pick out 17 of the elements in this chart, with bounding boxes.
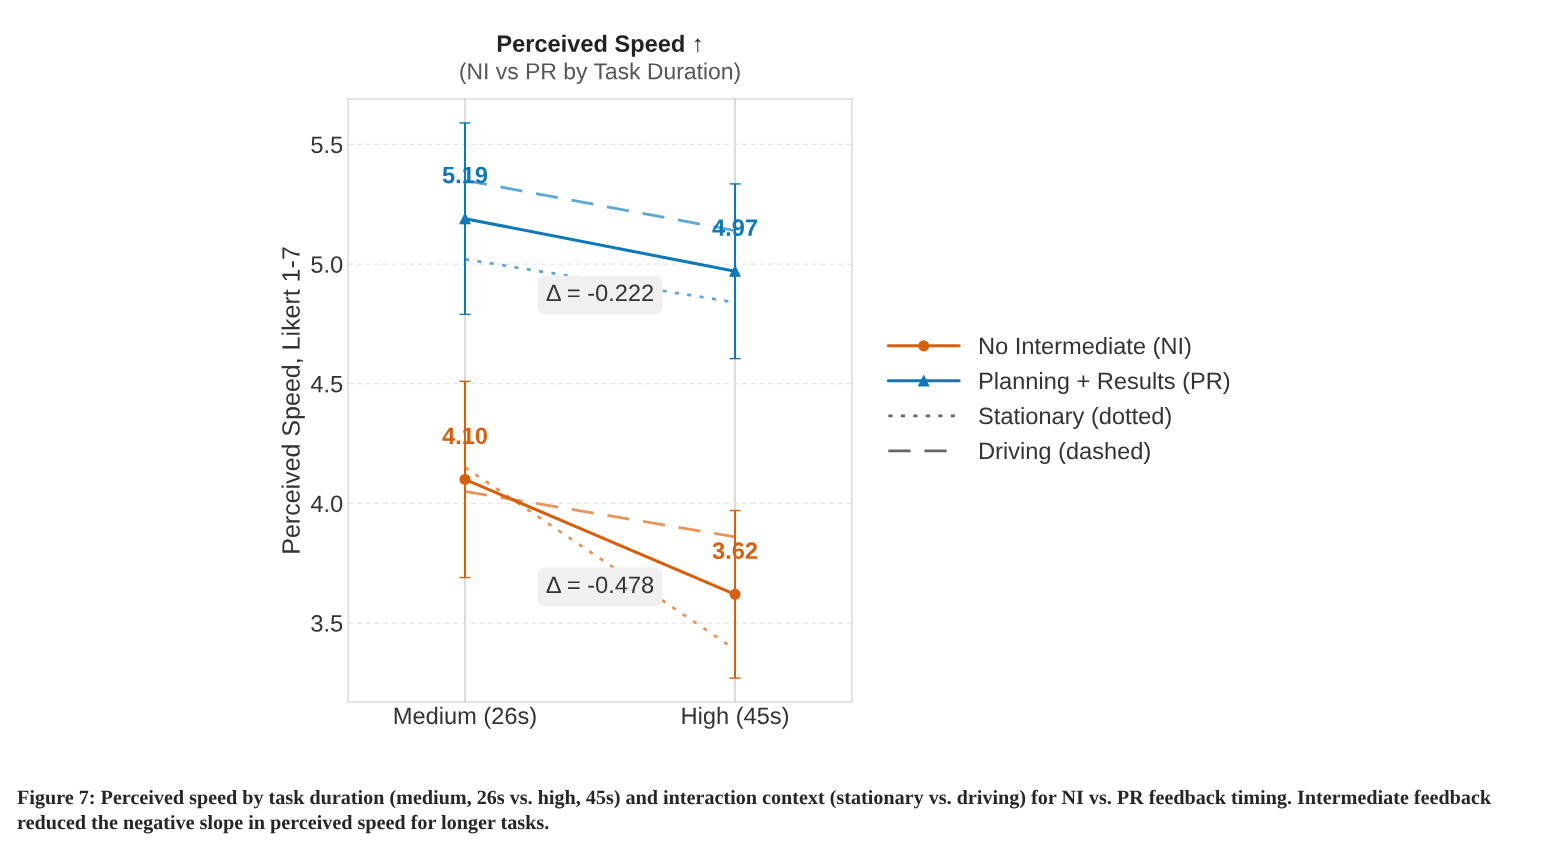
y-tick-label: 4.0 — [310, 495, 343, 513]
y-tick-label: 3.5 — [311, 615, 343, 632]
caption: Figure 7: Perceived speed by task duration (medium, 26s vs. high, 45s) and interaction context (stationary vs. driving) for NI vs. PR feedback timing. Intermediate feedback reduced the negative slope in perceived speed for longer tasks. — [17, 789, 1492, 834]
chart-title: Perceived Speed ↑ — [497, 34, 701, 57]
annotation: Δ = -0.478 — [546, 576, 654, 594]
y-tick-label: 4.5 — [310, 376, 343, 393]
legend-label: Driving (dashed) — [979, 441, 1150, 464]
chart-subtitle: (NI vs PR by Task Duration) — [460, 62, 740, 84]
y-tick-label: 5.5 — [311, 136, 343, 154]
annotation: Δ = -0.222 — [546, 284, 653, 302]
legend-label: Stationary (dotted) — [979, 406, 1171, 429]
y-axis-title: Perceived Speed, Likert 1-7 — [281, 247, 305, 553]
legend-label: Planning + Results (PR) — [979, 371, 1230, 394]
y-tick-label: 5.0 — [311, 256, 343, 273]
legend-label: No Intermediate (NI) — [979, 336, 1191, 359]
x-tick-label: Medium (26s) — [394, 706, 536, 729]
x-tick-label: High (45s) — [682, 706, 789, 729]
